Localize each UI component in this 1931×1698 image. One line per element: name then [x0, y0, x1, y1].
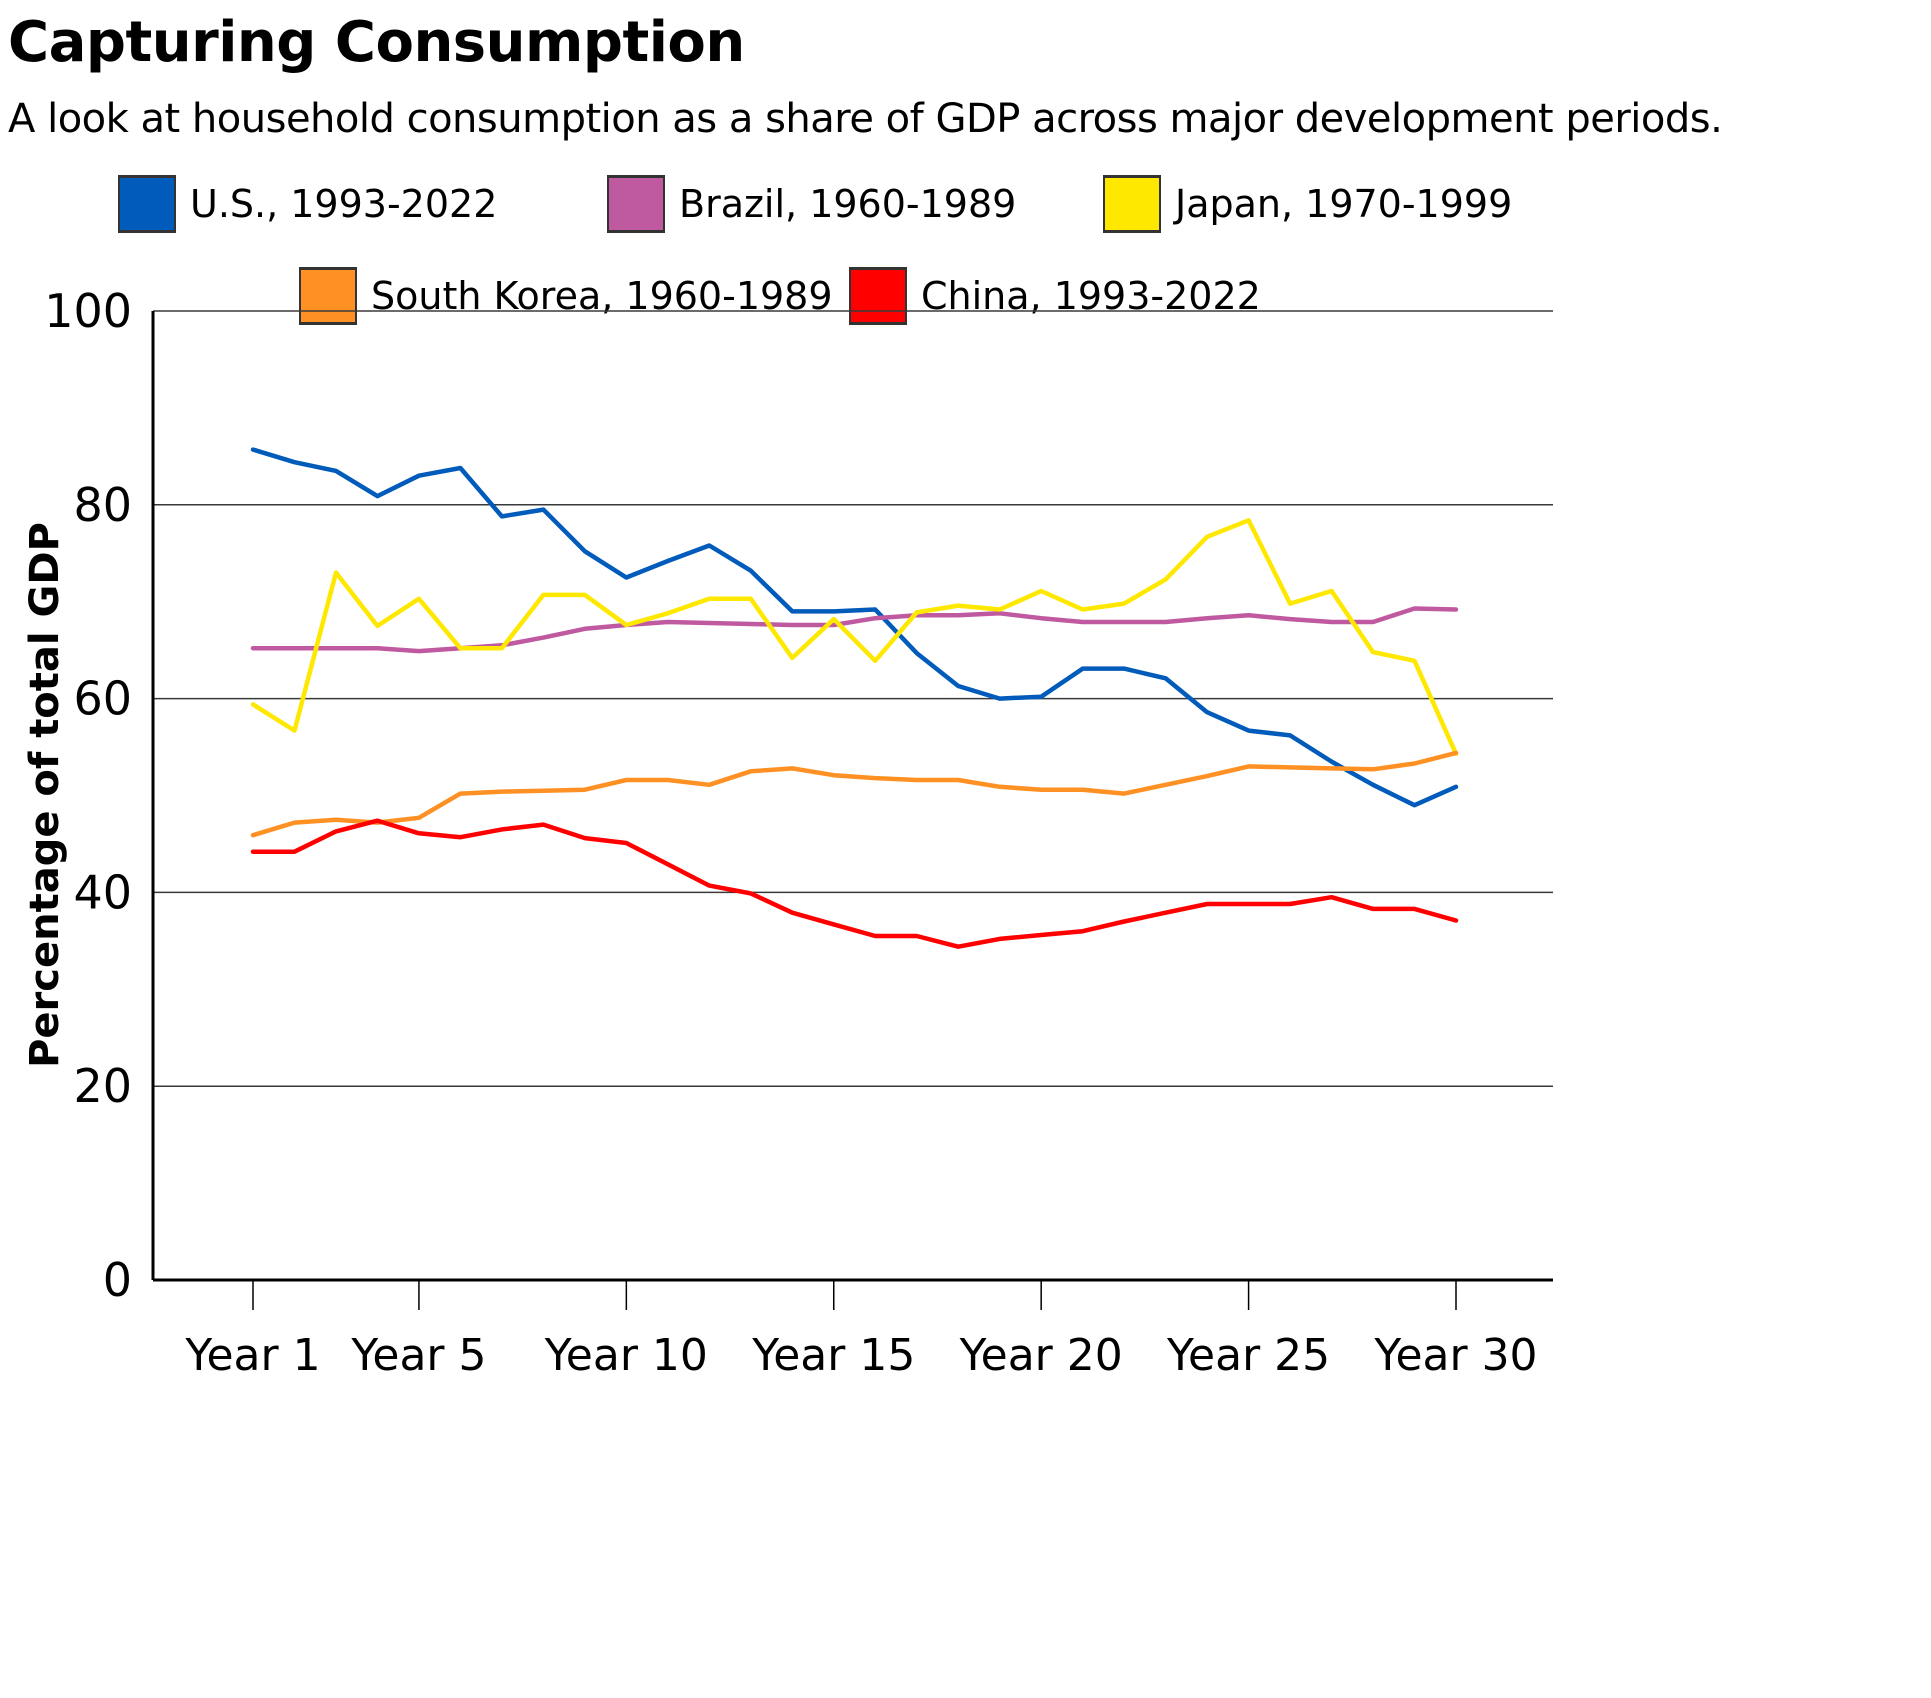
- legend-swatch-south-korea: [299, 267, 357, 325]
- legend-item-japan: Japan, 1970-1999: [1103, 175, 1512, 233]
- chart-title: Capturing Consumption: [8, 10, 745, 75]
- y-tick-label: 100: [44, 284, 132, 338]
- legend-item-brazil: Brazil, 1960-1989: [607, 175, 1016, 233]
- x-tick-label: Year 15: [751, 1330, 915, 1381]
- legend-label-brazil: Brazil, 1960-1989: [679, 182, 1017, 226]
- series-line-u-s: [250, 447, 1459, 808]
- y-tick-label: 40: [73, 865, 132, 919]
- x-tick-label: Year 1: [184, 1330, 320, 1381]
- series-lines: [250, 447, 1459, 949]
- legend-label-japan: Japan, 1970-1999: [1175, 182, 1513, 226]
- x-tick-label: Year 5: [350, 1330, 486, 1381]
- x-axis-ticks: Year 1 Year 5 Year 10 Year 15 Year 20 Year 25…: [184, 1280, 1538, 1381]
- legend-item-china: China, 1993-2022: [849, 267, 1261, 325]
- x-tick-label: Year 20: [959, 1330, 1123, 1381]
- series-line-south-korea: [250, 750, 1459, 838]
- y-tick-label: 0: [103, 1253, 132, 1307]
- x-tick-label: Year 30: [1373, 1330, 1537, 1381]
- legend-swatch-japan: [1103, 175, 1161, 233]
- legend-swatch-us: [118, 175, 176, 233]
- y-axis-ticks: 0 20 40 60 80 100: [44, 284, 132, 1307]
- legend-swatch-china: [849, 267, 907, 325]
- axes: [151, 311, 1553, 1282]
- series-line-china: [250, 818, 1459, 949]
- x-tick-label: Year 10: [544, 1330, 708, 1381]
- y-tick-label: 80: [73, 478, 132, 532]
- y-tick-label: 60: [73, 672, 132, 726]
- series-line-brazil: [250, 606, 1459, 654]
- y-axis-label: Percentage of total GDP: [22, 522, 68, 1068]
- gridlines: [153, 310, 1553, 1087]
- y-tick-label: 20: [73, 1059, 132, 1113]
- legend-item-us: U.S., 1993-2022: [118, 175, 497, 233]
- legend-label-us: U.S., 1993-2022: [190, 182, 498, 226]
- legend-swatch-brazil: [607, 175, 665, 233]
- chart-subtitle: A look at household consumption as a sha…: [8, 96, 1723, 142]
- x-tick-label: Year 25: [1166, 1330, 1330, 1381]
- series-line-japan: [250, 518, 1459, 757]
